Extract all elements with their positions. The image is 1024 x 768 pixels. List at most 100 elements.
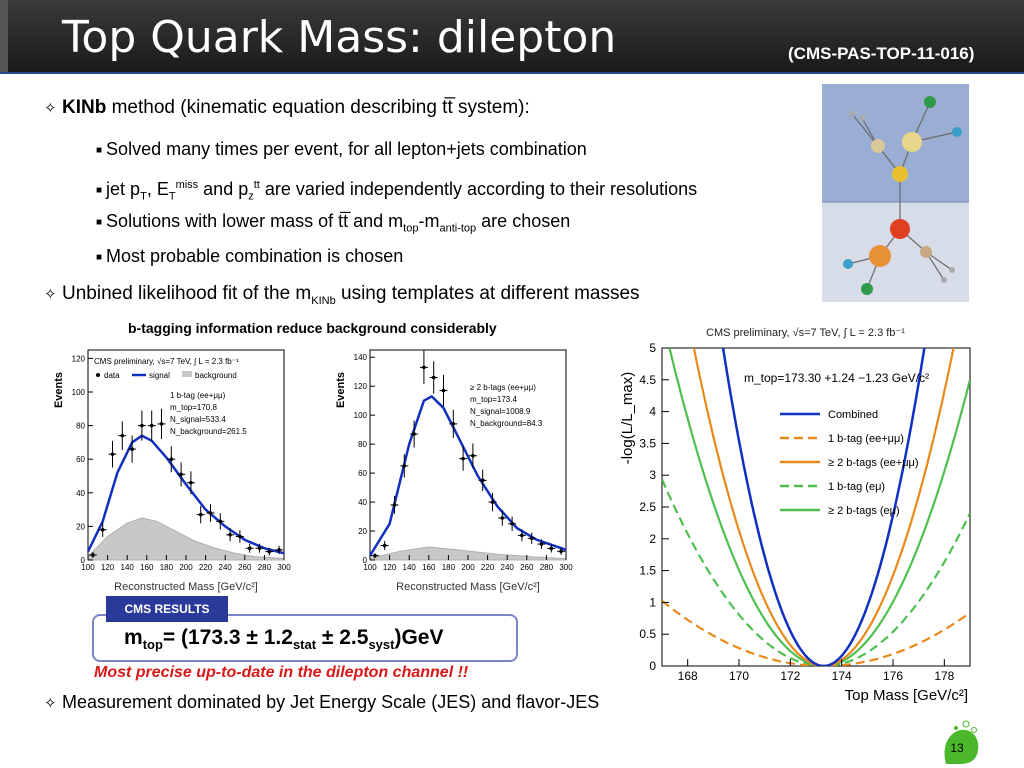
plot-likelihood: 0 0.5 1 1.5 2 2.5 3 3.5 4 4.5 5 168 170 172 174 176 178 T… [612, 318, 980, 710]
y-tick-label: 100 [72, 388, 86, 397]
y-tick-label: 3.5 [639, 436, 656, 450]
result-end: )GeV [394, 626, 444, 649]
x-tick-label: 280 [540, 563, 554, 572]
likelihood-curve [721, 348, 926, 666]
x-tick-label: 260 [238, 563, 252, 572]
plot-title: CMS preliminary, √s=7 TeV, ∫ L = 2.3 fb⁻… [94, 357, 239, 366]
sub-bullet-4-text: Most probable combination is chosen [106, 246, 404, 266]
x-tick-label: 300 [277, 563, 291, 572]
x-tick-label: 160 [140, 563, 154, 572]
likelihood-curve [662, 599, 970, 666]
data-point [539, 542, 544, 546]
y-tick-label: 4.5 [639, 373, 656, 387]
legend-entry: Combined [828, 409, 878, 421]
data-point [392, 503, 397, 507]
square-bullet-icon: ■ [96, 252, 103, 263]
sub-bullet-1-text: Solved many times per event, for all lep… [106, 139, 587, 159]
sb3-c: are chosen [476, 211, 571, 231]
diamond-bullet-icon: ✧ [44, 286, 57, 303]
bullet-jes: ✧ Measurement dominated by Jet Energy Sca… [44, 691, 599, 715]
y-tick-label: 40 [358, 498, 367, 507]
info-line: N_background=84.3 [470, 419, 543, 428]
ttbar-event-diagram [822, 84, 969, 302]
b2-b: using templates at different masses [335, 283, 640, 304]
data-point [529, 536, 534, 541]
data-point [120, 433, 125, 438]
x-tick-label: 180 [160, 563, 174, 572]
data-point [110, 452, 115, 456]
data-point [149, 423, 154, 428]
y-axis-label: Events [53, 372, 65, 408]
data-point [382, 543, 387, 548]
sb2-b-sup: miss [175, 179, 199, 191]
info-line: N_signal=533.4 [170, 415, 226, 424]
sub-bullet-4: ■ Most probable combination is chosen [96, 245, 403, 269]
y-tick-label: 100 [354, 411, 368, 420]
bullet-unbinned: ✧ Unbined likelihood fit of the mKINb usi… [44, 283, 640, 312]
x-tick-label: 178 [934, 669, 954, 683]
data-point [100, 527, 105, 532]
x-tick-label: 168 [678, 669, 698, 683]
data-point [510, 521, 514, 526]
y-tick-label: 20 [76, 522, 85, 531]
y-tick-label: 0 [81, 556, 86, 565]
y-tick-label: 4 [649, 405, 656, 419]
legend-entry: 1 b-tag (ee+μμ) [828, 433, 904, 445]
x-tick-label: 220 [481, 563, 495, 572]
sb3-a-sub: top [403, 222, 419, 235]
x-tick-label: 100 [363, 563, 377, 572]
square-bullet-icon: ■ [96, 145, 103, 156]
y-tick-label: 20 [358, 527, 367, 536]
x-axis-label: Reconstructed Mass [GeV/c²] [114, 581, 258, 593]
data-point [490, 500, 495, 504]
data-point [140, 423, 144, 428]
y-tick-label: 2 [649, 532, 656, 546]
x-axis-label: Top Mass [GeV/c²] [845, 687, 968, 704]
x-tick-label: 260 [520, 563, 534, 572]
cms-results-badge: CMS RESULTS [106, 596, 228, 622]
result-val: = (173.3 ± 1.2 [162, 626, 293, 649]
likelihood-curve [662, 478, 970, 666]
data-point [277, 548, 281, 552]
signal-curve [368, 395, 567, 557]
legend-entry: ≥ 2 b-tags (eμ) [828, 505, 900, 517]
x-tick-label: 176 [883, 669, 903, 683]
b2-sub: KINb [311, 294, 336, 307]
background-area [87, 517, 285, 561]
info-line: m_top=173.4 [470, 395, 517, 404]
y-tick-label: 60 [358, 469, 367, 478]
data-point [189, 480, 193, 485]
kinb-bold: KINb [62, 97, 107, 118]
y-tick-label: 0 [363, 556, 368, 565]
data-point [422, 365, 426, 370]
x-tick-label: 300 [559, 563, 573, 572]
result-m: m [124, 626, 143, 649]
data-point [218, 519, 223, 524]
x-axis-label: Reconstructed Mass [GeV/c²] [396, 581, 540, 593]
sub-bullet-3: ■ Solutions with lower mass of tt̅ and mt… [96, 210, 570, 240]
info-line: 1 b-tag (ee+μμ) [170, 391, 226, 400]
sb2-c-sub: z [248, 190, 254, 203]
x-tick-label: 240 [219, 563, 233, 572]
sb2-a-sub: T [140, 190, 147, 203]
data-point [130, 447, 134, 451]
page-number: 13 [950, 741, 964, 755]
y-tick-label: 80 [76, 422, 85, 431]
legend-entry: ≥ 2 b-tags (ee+μμ) [828, 457, 919, 469]
kinb-text: method (kinematic equation describing tt… [106, 97, 530, 118]
y-tick-label: 0.5 [639, 627, 656, 641]
y-tick-label: 1 [649, 595, 656, 609]
sb3-a: Solutions with lower mass of tt̅ and m [106, 211, 404, 231]
x-tick-label: 160 [422, 563, 436, 572]
x-tick-label: 140 [121, 563, 135, 572]
info-line: N_background=261.5 [170, 427, 247, 436]
data-point [373, 553, 377, 558]
legend-signal: signal [149, 371, 170, 380]
bullet-kinb: ✧ KINb method (kinematic equation describ… [44, 97, 530, 120]
mtop-result: mtop= (173.3 ± 1.2stat ± 2.5syst)GeV [124, 626, 444, 652]
data-point [461, 456, 465, 461]
reference-label: (CMS-PAS-TOP-11-016) [788, 44, 975, 63]
b2-a: Unbined likelihood fit of the m [62, 283, 312, 304]
y-tick-label: 140 [354, 353, 368, 362]
sb3-b-sub: anti-top [439, 222, 477, 235]
